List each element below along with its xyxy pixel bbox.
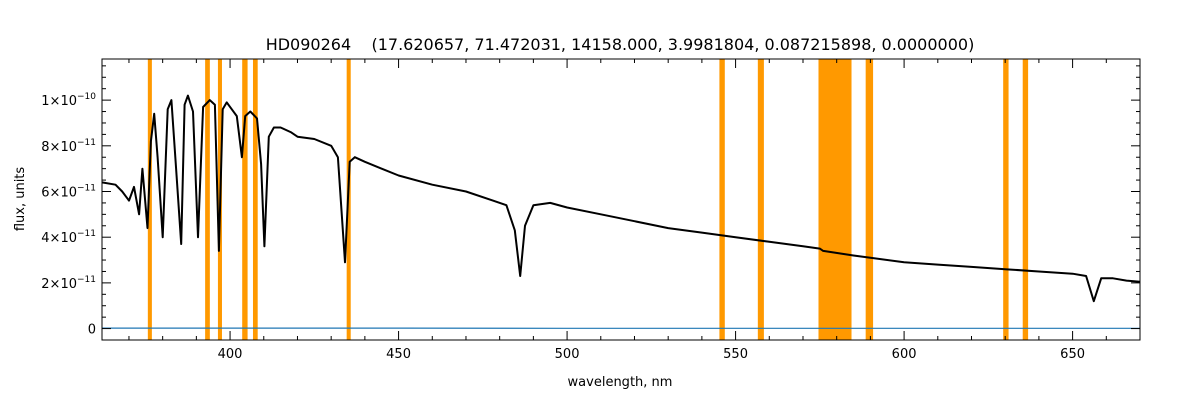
x-axis-label: wavelength, nm — [568, 375, 673, 390]
masked-band-9 — [865, 59, 874, 340]
y-tick-label: 0 — [88, 323, 96, 338]
flux-series-line — [101, 94, 1141, 303]
masked-band-7 — [757, 59, 764, 340]
x-tick-label: 400 — [218, 347, 243, 362]
masked-band-0 — [147, 59, 152, 340]
chart-title: HD090264 (17.620657, 71.472031, 14158.00… — [266, 35, 975, 54]
axis-ticks — [102, 59, 1141, 340]
masked-band-1 — [205, 59, 210, 340]
masked-band-3 — [242, 59, 248, 340]
tick-labels: 400 450 500 550 600 650 0 2×10−11 4×10−11 6×10−11… — [41, 92, 1085, 362]
plot-frame — [101, 58, 1141, 341]
y-tick-label: 8×10−11 — [41, 138, 96, 155]
y-tick-label: 4×10−11 — [41, 229, 96, 246]
series-lines — [101, 94, 1141, 329]
masked-band-8 — [818, 59, 852, 340]
masked-band-4 — [252, 59, 258, 340]
masked-band-6 — [719, 59, 725, 340]
masked-band-11 — [1022, 59, 1029, 340]
x-tick-label: 600 — [892, 347, 917, 362]
x-tick-label: 500 — [555, 347, 580, 362]
x-tick-label: 450 — [386, 347, 411, 362]
masked-band-10 — [1003, 59, 1009, 340]
y-tick-label: 2×10−11 — [41, 275, 96, 292]
x-tick-label: 550 — [723, 347, 748, 362]
x-tick-label: 650 — [1060, 347, 1085, 362]
masked-bands — [147, 59, 1029, 340]
y-axis-label: flux, units — [13, 167, 28, 232]
y-tick-label: 6×10−11 — [41, 184, 96, 201]
y-tick-label: 1×10−10 — [41, 92, 96, 109]
